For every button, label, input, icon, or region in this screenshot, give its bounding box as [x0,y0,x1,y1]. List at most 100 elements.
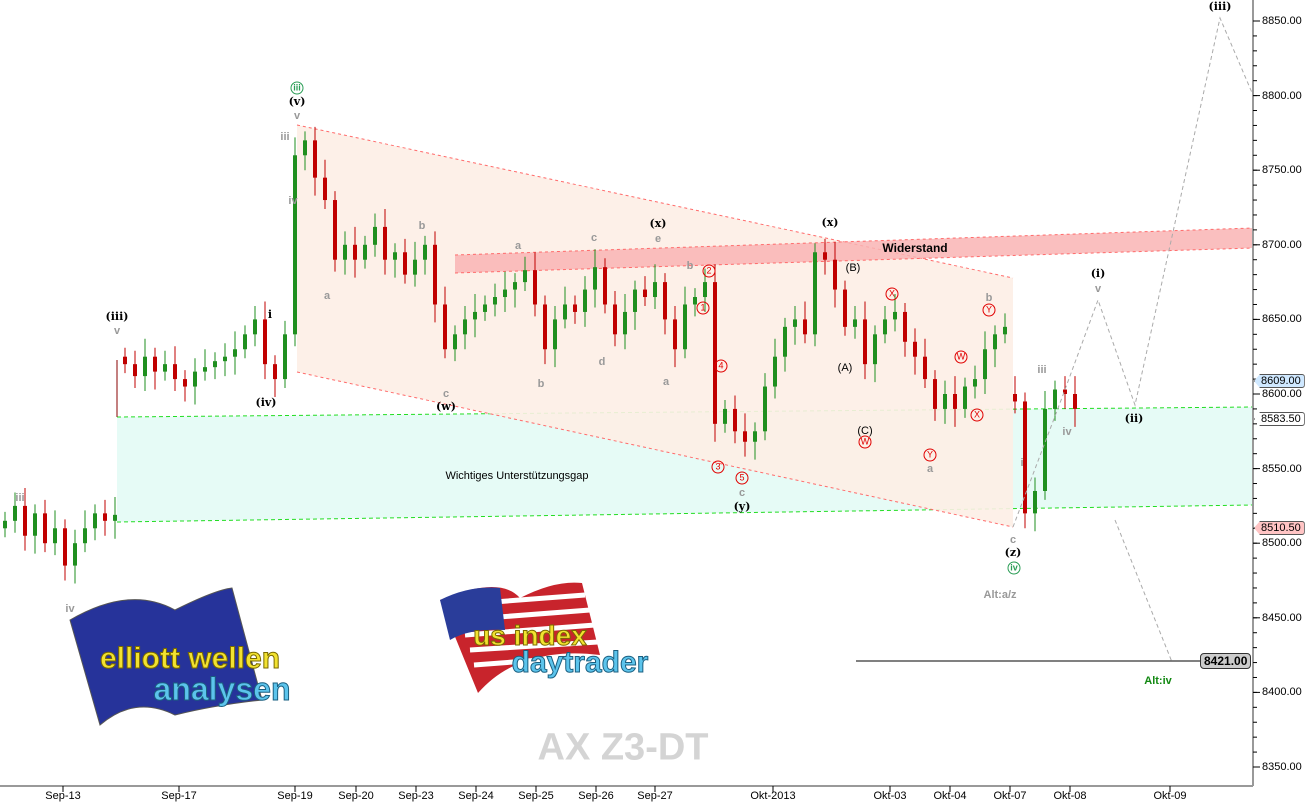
candle-body [73,543,77,566]
candle [443,286,447,359]
candle-body [803,319,807,335]
channel-upper-line [296,124,1014,279]
candle-body [603,267,607,305]
candle-body [523,270,527,283]
candle [863,301,867,380]
y-tick-label: 8800.00 [1262,89,1302,102]
projection-lines [856,16,1254,663]
candle-body [53,528,57,544]
candle-body [783,326,787,357]
candle-body [713,282,717,424]
candle [73,529,77,584]
candle [13,492,17,533]
candle [273,355,277,397]
candle [953,376,957,427]
y-tick-label: 8500.00 [1262,537,1302,550]
candle [523,256,527,292]
wave-label: a [926,463,934,475]
candle-body [633,289,637,312]
y-tick-label: 8450.00 [1262,611,1302,624]
candle-body [183,379,187,387]
candle [403,238,407,284]
candle-body [703,282,707,298]
wave-label: i [1020,457,1024,469]
candle-body [673,319,677,350]
candle-body [683,304,687,350]
candle [683,286,687,359]
wave-label: W [954,350,968,364]
candle-body [393,252,397,260]
x-tick-label: Okt-2013 [750,790,796,802]
candle [53,510,57,556]
candle-body [203,367,207,372]
alt-projection-path [1114,519,1173,663]
axes [0,0,1260,792]
candle [573,295,577,324]
candle [563,286,567,329]
x-tick-label: Sep-25 [518,790,554,802]
x-tick-label: Okt-04 [933,790,967,802]
price-label-low: 8510.50 [1254,521,1305,535]
y-tick-label: 8650.00 [1262,313,1302,326]
candle-body [283,334,287,380]
candle [333,191,337,272]
wave-label: d [598,356,606,368]
wave-label: iv [1007,561,1021,575]
candle [623,294,627,350]
wave-label: b [686,260,694,272]
wave-label: X [970,408,984,422]
wave-label: Alt:iv [1144,675,1172,687]
candle [773,338,777,399]
candle [1073,376,1077,427]
resistance-zone [455,228,1253,273]
candle-body [3,520,7,529]
x-tick-label: Sep-26 [578,790,614,802]
wave-label: 3 [711,460,725,474]
wave-label: iv [65,603,75,615]
candle-body [773,356,777,387]
x-tick-label: Okt-07 [993,790,1027,802]
wave-label: iii [1037,364,1047,376]
candle [823,238,827,275]
x-tick-label: Sep-13 [45,790,81,802]
wave-label: b [537,378,545,390]
wave-label: (A) [837,362,853,374]
candle [23,487,27,551]
wave-label: v [293,110,301,122]
wave-label: b [418,220,426,232]
candle-body [243,334,247,350]
x-tick-label: Sep-20 [338,790,374,802]
candle [903,302,907,357]
candle [413,241,417,287]
candle-body [103,513,107,521]
candle [1053,380,1057,421]
candle [123,347,127,374]
candle-body [753,431,757,442]
candle [303,131,307,171]
candle-body [343,244,347,260]
candle [363,235,367,269]
candle [1033,477,1037,532]
candle-body [163,364,167,372]
candle-body [613,304,617,335]
candle [133,350,137,389]
x-tick-label: Okt-09 [1153,790,1187,802]
wave-label: c [738,487,746,499]
candle-body [653,282,657,298]
candle-body [533,270,537,305]
candle [393,243,397,278]
candle-body [173,364,177,380]
resistance-upper-line [454,227,1254,256]
candle-body [123,356,127,365]
candle [93,504,97,541]
candle-body [863,319,867,365]
wave-label: (B) [845,262,861,274]
candle [893,294,897,332]
candle [163,350,167,381]
wave-label: 5 [735,471,749,485]
candle [1023,392,1027,529]
candle [343,231,347,275]
candle [813,243,817,347]
y-tick-label: 8850.00 [1262,15,1302,27]
candle-body [913,341,917,357]
